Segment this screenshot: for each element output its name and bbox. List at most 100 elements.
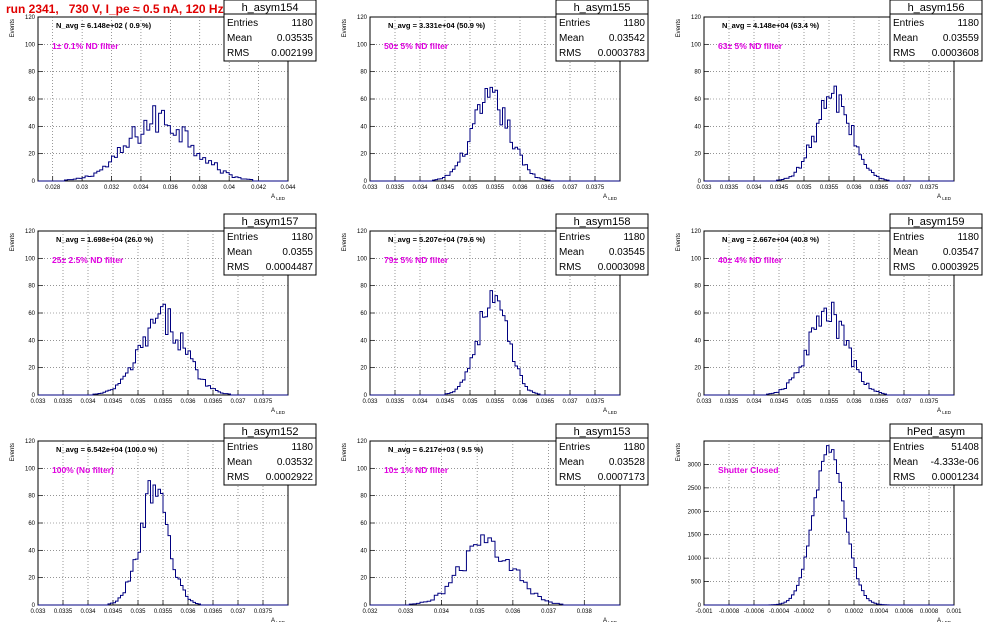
- filter-label: 25± 2.5% ND filter: [52, 255, 124, 265]
- x-axis-label: A LED: [603, 194, 618, 201]
- y-tick-label: 120: [25, 229, 36, 235]
- y-axis-label: Events: [342, 443, 348, 461]
- histogram-line: [38, 480, 288, 606]
- x-tick-label: 0.0345: [104, 609, 123, 615]
- x-tick-label: 0.034: [746, 399, 762, 405]
- stat-mean-label: Mean: [227, 457, 252, 468]
- stat-rms-value: 0.0007173: [598, 472, 646, 483]
- y-tick-label: 40: [28, 124, 35, 130]
- stat-entries-value: 1180: [291, 232, 313, 243]
- histogram-name: h_asym158: [574, 216, 631, 228]
- stat-rms-value: 0.0003608: [932, 48, 980, 59]
- histogram-line: [704, 301, 954, 396]
- x-axis-label: A LED: [271, 194, 286, 201]
- y-tick-label: 40: [360, 338, 367, 344]
- x-tick-label: 0.0355: [486, 399, 505, 405]
- x-tick-label: 0.032: [104, 185, 120, 191]
- x-tick-label: 0.04: [223, 185, 235, 191]
- x-tick-label: 0.032: [362, 609, 378, 615]
- x-tick-label: 0.0365: [870, 399, 889, 405]
- x-tick-label: -0.001: [695, 609, 713, 615]
- n-avg-annotation: N_avg = 1.698e+04 (26.0 %): [56, 235, 154, 244]
- y-axis-label: Events: [676, 233, 682, 251]
- x-tick-label: 0.0365: [204, 399, 223, 405]
- x-tick-label: 0.0355: [154, 399, 173, 405]
- stat-entries-value: 1180: [623, 442, 645, 453]
- stat-rms-label: RMS: [227, 48, 250, 59]
- y-tick-label: 40: [360, 124, 367, 130]
- y-axis-label: Events: [10, 19, 16, 37]
- y-tick-label: 60: [360, 521, 367, 527]
- x-tick-label: 0.0375: [586, 185, 605, 191]
- y-tick-label: 20: [694, 152, 701, 158]
- stat-mean-label: Mean: [893, 457, 918, 468]
- x-tick-label: 0.0375: [254, 609, 273, 615]
- x-tick-label: -0.0006: [744, 609, 765, 615]
- stats-box: [223, 0, 317, 62]
- x-tick-label: 0.042: [251, 185, 267, 191]
- histogram-panel-h_asym155: 0.033 0.0335 0.034 0.0345 0.035 0.0355 0.036 0.…: [342, 0, 649, 201]
- stat-rms-label: RMS: [227, 262, 250, 273]
- x-tick-label: -0.0004: [769, 609, 790, 615]
- y-tick-label: 120: [691, 15, 702, 21]
- y-tick-label: 20: [360, 366, 367, 372]
- stat-mean-label: Mean: [893, 33, 918, 44]
- y-tick-label: 80: [694, 70, 701, 76]
- x-tick-label: 0.037: [896, 399, 912, 405]
- x-tick-label: 0.037: [562, 185, 578, 191]
- x-tick-label: 0.034: [412, 399, 428, 405]
- page-title: run 2341, 730 V, I_pe ≈ 0.5 nA, 120 Hz: [6, 2, 224, 16]
- stat-rms-label: RMS: [893, 262, 916, 273]
- histogram-line: [370, 534, 620, 606]
- x-tick-label: 0.0335: [54, 399, 73, 405]
- x-axis-label: A LED: [937, 408, 952, 415]
- x-tick-label: 0.036: [512, 185, 528, 191]
- histogram-panel-h_asym152: 0.033 0.0335 0.034 0.0345 0.035 0.0355 0.036 0.…: [10, 423, 317, 622]
- filter-label: 50± 5% ND filter: [384, 41, 449, 51]
- x-tick-label: 0.033: [362, 399, 378, 405]
- stat-entries-label: Entries: [893, 232, 924, 243]
- y-tick-label: 60: [28, 311, 35, 317]
- y-tick-label: 100: [357, 42, 368, 48]
- x-tick-label: 0.035: [796, 399, 812, 405]
- stat-mean-value: 0.03528: [609, 457, 646, 468]
- stat-rms-value: 0.0001234: [932, 472, 980, 483]
- histogram-name: h_asym156: [908, 2, 965, 14]
- x-tick-label: 0.036: [846, 185, 862, 191]
- histogram-name: h_asym159: [908, 216, 965, 228]
- x-tick-label: 0.037: [896, 185, 912, 191]
- x-tick-label: 0.033: [362, 185, 378, 191]
- y-tick-label: 0: [698, 179, 702, 185]
- y-tick-label: 20: [360, 576, 367, 582]
- stats-box: [223, 423, 317, 486]
- x-tick-label: -0.0002: [794, 609, 815, 615]
- x-tick-label: 0.0335: [720, 399, 739, 405]
- x-tick-label: 0.0004: [870, 609, 889, 615]
- stat-entries-value: 1180: [291, 442, 313, 453]
- x-tick-label: 0.0006: [895, 609, 914, 615]
- y-tick-label: 60: [360, 97, 367, 103]
- y-tick-label: 120: [357, 15, 368, 21]
- x-tick-label: 0.028: [45, 185, 61, 191]
- y-tick-label: 0: [32, 603, 36, 609]
- stat-entries-label: Entries: [227, 442, 258, 453]
- stat-rms-value: 0.0003925: [932, 262, 980, 273]
- stat-rms-value: 0.0004487: [266, 262, 314, 273]
- stat-rms-label: RMS: [227, 472, 250, 483]
- stat-rms-label: RMS: [893, 472, 916, 483]
- y-tick-label: 60: [694, 311, 701, 317]
- x-tick-label: 0.033: [696, 185, 712, 191]
- x-tick-label: 0.0365: [204, 609, 223, 615]
- stat-rms-label: RMS: [559, 48, 582, 59]
- y-tick-label: 80: [694, 284, 701, 290]
- y-tick-label: 40: [694, 124, 701, 130]
- y-tick-label: 120: [25, 15, 36, 21]
- y-tick-label: 100: [691, 42, 702, 48]
- histogram-panel-h_asym157: 0.033 0.0335 0.034 0.0345 0.035 0.0355 0.036 0.…: [10, 213, 317, 415]
- y-tick-label: 20: [28, 576, 35, 582]
- x-tick-label: 0: [827, 609, 831, 615]
- y-tick-label: 0: [364, 393, 368, 399]
- histogram-name: hPed_asym: [907, 426, 965, 438]
- histogram-name: h_asym154: [242, 2, 299, 14]
